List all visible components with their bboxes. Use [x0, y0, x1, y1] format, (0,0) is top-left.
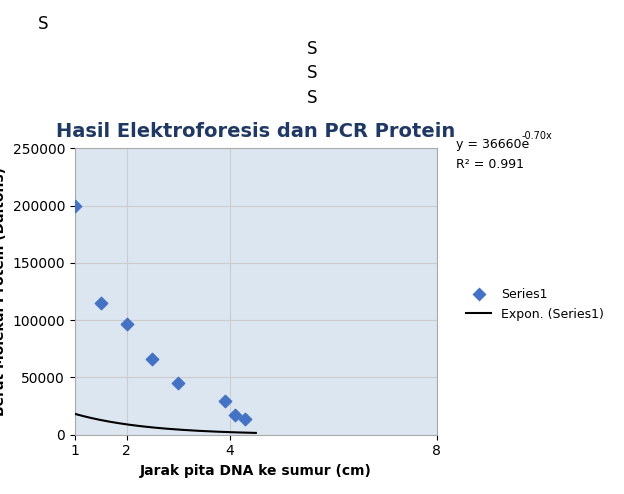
Expon. (Series1) — [178, 427, 186, 433]
Line: Expon. (Series1): Expon. (Series1) — [75, 414, 256, 433]
Series1 — [240, 415, 250, 423]
Expon. (Series1) — [179, 427, 187, 433]
Expon. (Series1) — [72, 411, 79, 417]
Series1 — [70, 202, 80, 209]
Series1 — [122, 320, 132, 328]
Expon. (Series1) — [252, 430, 260, 436]
Expon. (Series1) — [223, 429, 231, 435]
Title: Hasil Elektroforesis dan PCR Protein: Hasil Elektroforesis dan PCR Protein — [56, 122, 456, 141]
Text: y = 36660e: y = 36660e — [456, 138, 529, 151]
Series1 — [230, 412, 240, 419]
Series1 — [95, 299, 105, 307]
Text: S: S — [307, 64, 317, 82]
Text: S: S — [307, 89, 317, 107]
Expon. (Series1) — [71, 411, 79, 417]
Legend: Series1, Expon. (Series1): Series1, Expon. (Series1) — [461, 284, 609, 326]
Series1 — [173, 379, 183, 387]
Expon. (Series1) — [182, 427, 189, 433]
Text: S: S — [37, 15, 48, 33]
Series1 — [220, 398, 230, 406]
Y-axis label: Berat Molekul Protein (Daltons): Berat Molekul Protein (Daltons) — [0, 167, 7, 416]
Text: -0.70x: -0.70x — [521, 131, 552, 141]
Text: S: S — [307, 40, 317, 57]
Expon. (Series1) — [235, 429, 243, 435]
Series1 — [147, 355, 157, 363]
X-axis label: Jarak pita DNA ke sumur (cm): Jarak pita DNA ke sumur (cm) — [140, 464, 372, 478]
Text: R² = 0.991: R² = 0.991 — [456, 158, 524, 171]
